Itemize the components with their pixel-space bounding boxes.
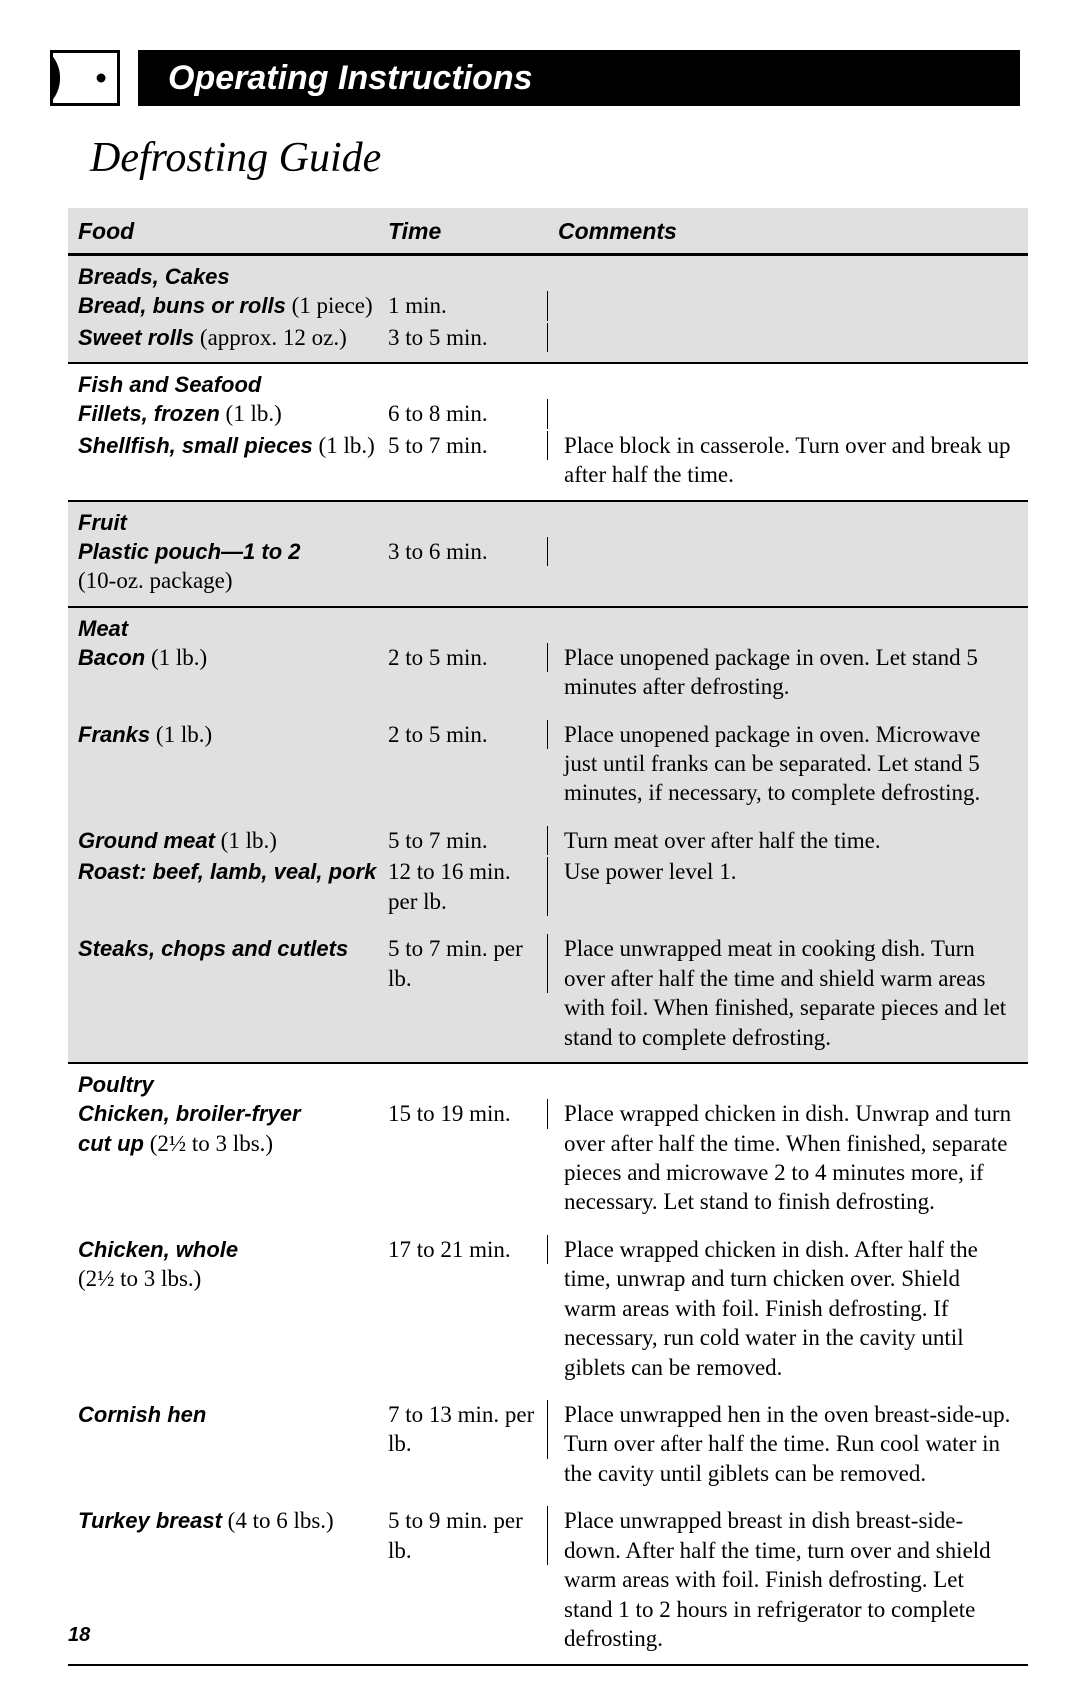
table-row: Cornish hen 7 to 13 min. per lb.Place unw… <box>78 1400 1018 1488</box>
time-cell: 5 to 7 min. per lb. <box>388 934 548 993</box>
time-cell: 5 to 7 min. <box>388 826 548 855</box>
col-header-comments: Comments <box>548 218 1018 245</box>
food-name: Chicken, broiler-fryer <box>78 1101 301 1126</box>
group-heading: Breads, Cakes <box>78 263 1018 291</box>
food-sub-bold: cut up <box>78 1131 144 1156</box>
food-cell: Ground meat (1 lb.) <box>78 826 388 855</box>
food-name: Sweet rolls <box>78 325 194 350</box>
time-cell: 17 to 21 min. <box>388 1235 548 1264</box>
food-sub-qty: (2½ to 3 lbs.) <box>144 1131 273 1156</box>
comments-cell: Use power level 1. <box>548 857 1018 886</box>
table-row: Fillets, frozen (1 lb.)6 to 8 min. <box>78 399 1018 428</box>
comments-cell: Place unwrapped breast in dish breast-si… <box>548 1506 1018 1653</box>
food-name: Chicken, whole <box>78 1237 238 1262</box>
time-cell: 5 to 7 min. <box>388 431 548 460</box>
comments-cell: Place block in casserole. Turn over and … <box>548 431 1018 490</box>
comments-cell: Place unopened package in oven. Microwav… <box>548 720 1018 808</box>
table-group: PoultryChicken, broiler-fryer cut up (2½ … <box>68 1064 1028 1666</box>
table-group: MeatBacon (1 lb.)2 to 5 min.Place unopen… <box>68 608 1028 1064</box>
food-name: Fillets, frozen <box>78 401 220 426</box>
table-row: Ground meat (1 lb.)5 to 7 min.Turn meat … <box>78 826 1018 855</box>
food-name: Plastic pouch—1 to 2 <box>78 539 301 564</box>
group-heading: Meat <box>78 615 1018 643</box>
food-qty: (1 lb.) <box>215 828 277 853</box>
food-name: Cornish hen <box>78 1402 206 1427</box>
table-row: Chicken, broiler-fryer cut up (2½ to 3 lb… <box>78 1099 1018 1217</box>
food-cell: Fillets, frozen (1 lb.) <box>78 399 388 428</box>
food-name: Shellfish, small pieces <box>78 433 313 458</box>
table-row: Turkey breast (4 to 6 lbs.)5 to 9 min. p… <box>78 1506 1018 1653</box>
comments-cell: Place unwrapped hen in the oven breast-s… <box>548 1400 1018 1488</box>
food-cell: Chicken, broiler-fryer cut up (2½ to 3 lb… <box>78 1099 388 1158</box>
food-name: Steaks, chops and cutlets <box>78 936 348 961</box>
food-name: Bacon <box>78 645 145 670</box>
food-cell: Sweet rolls (approx. 12 oz.) <box>78 323 388 352</box>
food-cell: Bacon (1 lb.) <box>78 643 388 672</box>
col-header-food: Food <box>78 218 388 245</box>
food-name: Roast: beef, lamb, veal, pork <box>78 859 376 884</box>
time-cell: 12 to 16 min. per lb. <box>388 857 548 916</box>
time-cell: 1 min. <box>388 291 548 320</box>
time-cell: 3 to 6 min. <box>388 537 548 566</box>
table-row: Sweet rolls (approx. 12 oz.)3 to 5 min. <box>78 323 1018 352</box>
food-cell: Franks (1 lb.) <box>78 720 388 749</box>
food-qty: (approx. 12 oz.) <box>194 325 347 350</box>
time-cell: 2 to 5 min. <box>388 643 548 672</box>
comments-cell: Place unopened package in oven. Let stan… <box>548 643 1018 702</box>
time-cell: 15 to 19 min. <box>388 1099 548 1128</box>
table-row: Roast: beef, lamb, veal, pork 12 to 16 mi… <box>78 857 1018 916</box>
comments-cell: Turn meat over after half the time. <box>548 826 1018 855</box>
food-cell: Plastic pouch—1 to 2(10-oz. package) <box>78 537 388 596</box>
table-row: Shellfish, small pieces (1 lb.)5 to 7 mi… <box>78 431 1018 490</box>
comments-cell: Place wrapped chicken in dish. After hal… <box>548 1235 1018 1382</box>
food-cell: Turkey breast (4 to 6 lbs.) <box>78 1506 388 1535</box>
time-cell: 5 to 9 min. per lb. <box>388 1506 548 1565</box>
food-qty: (1 lb.) <box>145 645 207 670</box>
food-qty: (1 lb.) <box>313 433 375 458</box>
header-title: Operating Instructions <box>138 50 1020 106</box>
logo-icon <box>50 50 120 106</box>
food-cell: Cornish hen <box>78 1400 388 1429</box>
table-row: Steaks, chops and cutlets 5 to 7 min. per… <box>78 934 1018 1052</box>
time-cell: 3 to 5 min. <box>388 323 548 352</box>
page-number: 18 <box>68 1624 90 1647</box>
table-group: FruitPlastic pouch—1 to 2(10-oz. package… <box>68 502 1028 608</box>
table-row: Bacon (1 lb.)2 to 5 min.Place unopened p… <box>78 643 1018 702</box>
food-sub: (2½ to 3 lbs.) <box>78 1264 380 1293</box>
col-header-time: Time <box>388 218 548 245</box>
food-name: Turkey breast <box>78 1508 222 1533</box>
defrosting-table: Food Time Comments Breads, CakesBread, b… <box>68 208 1028 1666</box>
group-heading: Fish and Seafood <box>78 371 1018 399</box>
table-group: Breads, CakesBread, buns or rolls (1 pie… <box>68 256 1028 364</box>
food-cell: Chicken, whole(2½ to 3 lbs.) <box>78 1235 388 1294</box>
header-bar: Operating Instructions <box>50 50 1020 106</box>
table-header-row: Food Time Comments <box>68 208 1028 256</box>
food-qty: (1 piece) <box>286 293 373 318</box>
food-name: Franks <box>78 722 150 747</box>
section-title: Defrosting Guide <box>90 134 1020 182</box>
table-row: Franks (1 lb.)2 to 5 min.Place unopened … <box>78 720 1018 808</box>
time-cell: 2 to 5 min. <box>388 720 548 749</box>
group-heading: Poultry <box>78 1071 1018 1099</box>
time-cell: 6 to 8 min. <box>388 399 548 428</box>
food-qty: (4 to 6 lbs.) <box>222 1508 334 1533</box>
food-name: Bread, buns or rolls <box>78 293 286 318</box>
table-row: Chicken, whole(2½ to 3 lbs.)17 to 21 min… <box>78 1235 1018 1382</box>
food-qty: (1 lb.) <box>220 401 282 426</box>
food-cell: Roast: beef, lamb, veal, pork <box>78 857 388 886</box>
table-row: Plastic pouch—1 to 2(10-oz. package)3 to… <box>78 537 1018 596</box>
comments-cell: Place wrapped chicken in dish. Unwrap an… <box>548 1099 1018 1217</box>
table-group: Fish and SeafoodFillets, frozen (1 lb.)6… <box>68 364 1028 501</box>
food-qty: (1 lb.) <box>150 722 212 747</box>
table-row: Bread, buns or rolls (1 piece)1 min. <box>78 291 1018 320</box>
food-cell: Shellfish, small pieces (1 lb.) <box>78 431 388 460</box>
food-name: Ground meat <box>78 828 215 853</box>
comments-cell: Place unwrapped meat in cooking dish. Tu… <box>548 934 1018 1052</box>
food-sub: (10-oz. package) <box>78 566 380 595</box>
food-cell: Steaks, chops and cutlets <box>78 934 388 963</box>
group-heading: Fruit <box>78 509 1018 537</box>
food-cell: Bread, buns or rolls (1 piece) <box>78 291 388 320</box>
time-cell: 7 to 13 min. per lb. <box>388 1400 548 1459</box>
